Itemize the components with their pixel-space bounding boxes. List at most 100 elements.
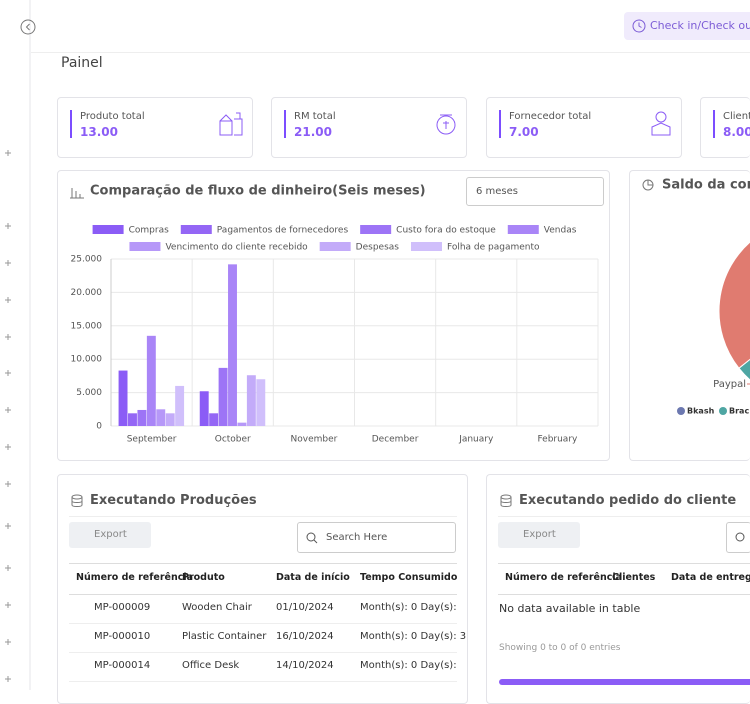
bar [146, 335, 156, 426]
legend-label: Bkash [687, 407, 715, 416]
table-card: Executando Produções Export Search Here … [57, 474, 468, 704]
y-tick-label: 25.000 [71, 255, 103, 265]
scrollbar [499, 679, 750, 685]
search-placeholder: Search Here [326, 532, 388, 543]
stat-card: RM total 21.00 [271, 97, 467, 158]
table-cell: Wooden Chair [182, 602, 252, 613]
pie-slice [738, 358, 750, 381]
search-input[interactable]: Search Here [297, 522, 456, 553]
bar [237, 422, 247, 426]
stat-value: 21.00 [294, 125, 332, 139]
bar [209, 413, 219, 426]
table-title: Executando pedido do cliente [519, 493, 737, 508]
legend-dot [677, 407, 685, 415]
stat-icon [436, 114, 456, 135]
bar [156, 409, 166, 426]
y-tick-label: 10.000 [71, 355, 103, 365]
period-select[interactable]: 6 meses [466, 177, 604, 206]
column-header: Data de entrega [671, 572, 750, 583]
legend-label: Folha de pagamento [447, 243, 540, 253]
legend-swatch [360, 225, 392, 234]
stat-card: Produto total 13.00 [57, 97, 253, 158]
bar [128, 413, 137, 426]
x-tick-label: September [127, 435, 177, 445]
legend-swatch [92, 225, 124, 234]
legend-dot [719, 407, 727, 415]
bar-chart: Comparação de fluxo de dinheiro(Seis mes… [70, 184, 599, 445]
table-cell: 01/10/2024 [276, 602, 334, 613]
bar [228, 264, 237, 426]
stat-card: Client 8.00 [700, 97, 750, 158]
column-header: Número de referência [505, 572, 623, 583]
export-button[interactable]: Export [498, 522, 580, 548]
column-header: Produto [182, 572, 225, 583]
chart-card: Comparação de fluxo de dinheiro(Seis mes… [57, 170, 610, 461]
bar [165, 413, 175, 426]
legend-item: Custo fora do estoque [360, 225, 496, 236]
column-header: Data de início [276, 572, 350, 583]
empty-text: No data available in table [499, 602, 641, 615]
pie-label: Paypal [713, 379, 746, 390]
topbar-border [31, 52, 750, 53]
stat-icon [219, 112, 243, 136]
bar [246, 375, 256, 426]
button-text: Check in/Check out [650, 19, 750, 32]
legend-item: Pagamentos de fornecedores [180, 225, 349, 236]
x-tick-label: December [372, 435, 419, 445]
legend-swatch [129, 242, 161, 251]
legend-swatch [507, 225, 539, 234]
x-tick-label: February [537, 435, 578, 445]
page-title: Painel [61, 55, 103, 71]
table-cell: Month(s): 0 Day(s): [360, 660, 457, 671]
legend-swatch [410, 242, 442, 251]
check-in-button[interactable]: Check in/Check out [624, 12, 750, 40]
table-cell: MP-000009 [94, 602, 151, 613]
stat-value: 7.00 [509, 125, 539, 139]
table-info: Showing 0 to 0 of 0 entries [499, 643, 621, 653]
table-cell: 14/10/2024 [276, 660, 334, 671]
bar [118, 370, 128, 426]
stat-label: Fornecedor total [509, 111, 592, 122]
legend-label: Pagamentos de fornecedores [217, 226, 349, 236]
column-header: Número de referência [76, 572, 194, 583]
stat-card: Fornecedor total 7.00 [486, 97, 682, 158]
column-header: Clientes [612, 572, 656, 583]
legend-swatch [180, 225, 212, 234]
table-cell: MP-000010 [94, 631, 151, 642]
table-cell: Month(s): 0 Day(s): [360, 602, 457, 613]
table-card: Executando pedido do cliente Export No d… [486, 474, 750, 704]
legend-label: Brac [729, 407, 749, 416]
pie-slice [718, 241, 750, 369]
y-tick-label: 0 [96, 422, 102, 432]
bar [175, 385, 185, 426]
legend-item: Vendas [507, 225, 577, 236]
db-icon [71, 494, 83, 507]
bar [218, 367, 228, 426]
stat-label: Produto total [80, 111, 145, 122]
y-tick-label: 5.000 [76, 388, 102, 398]
export-text: Export [94, 529, 127, 540]
bar [137, 409, 147, 426]
pie-title: Saldo da cont [662, 178, 750, 193]
stat-icon [651, 111, 671, 136]
legend-label: Vendas [544, 226, 577, 236]
clock-icon [632, 19, 646, 33]
search-input[interactable] [726, 522, 750, 553]
chart-title: Comparação de fluxo de dinheiro(Seis mes… [90, 184, 426, 199]
export-button[interactable]: Export [69, 522, 151, 548]
pie-chart: Saldo da cont Paypal Bkash Brac [642, 178, 750, 416]
column-header: Tempo Consumido [360, 572, 458, 583]
table-title: Executando Produções [90, 493, 257, 508]
y-tick-label: 15.000 [71, 321, 103, 331]
table-cell: Plastic Container [182, 631, 267, 642]
bar [256, 379, 266, 426]
table-cell: Month(s): 0 Day(s): 3 [360, 631, 467, 642]
legend-label: Despesas [356, 243, 400, 253]
table-cell: 16/10/2024 [276, 631, 334, 642]
db-icon [500, 494, 512, 507]
select-text: 6 meses [476, 186, 519, 197]
y-tick-label: 20.000 [71, 288, 103, 298]
export-text: Export [523, 529, 556, 540]
legend-label: Vencimento do cliente recebido [165, 243, 308, 253]
